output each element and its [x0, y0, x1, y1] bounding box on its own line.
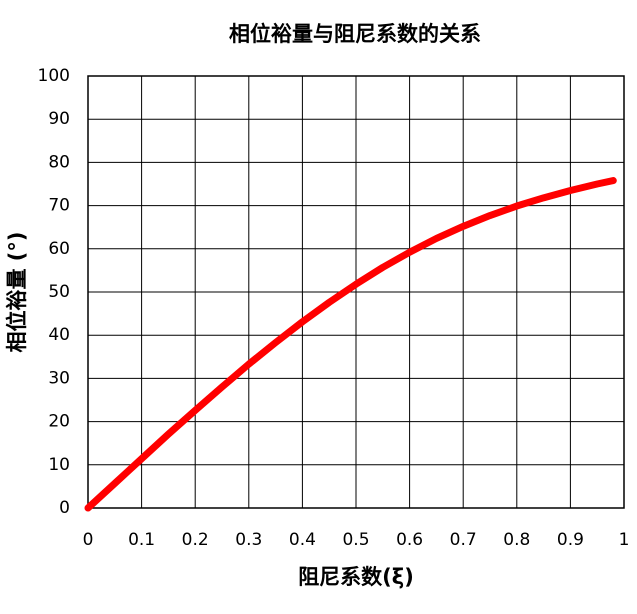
y-tick-label: 60 [48, 239, 70, 259]
x-tick-label: 0.5 [342, 530, 369, 550]
x-tick-label: 0.4 [289, 530, 316, 550]
y-tick-label: 50 [48, 282, 70, 302]
x-tick-label: 0 [83, 530, 94, 550]
y-tick-label: 0 [59, 498, 70, 518]
x-tick-label: 0.2 [182, 530, 209, 550]
y-tick-label: 10 [48, 455, 70, 475]
x-tick-label: 0.7 [450, 530, 477, 550]
data-line [84, 177, 617, 512]
x-tick-label: 0.3 [235, 530, 262, 550]
y-tick-label: 20 [48, 412, 70, 432]
y-tick-label: 70 [48, 196, 70, 216]
y-axis-label: 相位裕量 (°) [5, 231, 29, 352]
y-tick-label: 80 [48, 152, 70, 172]
x-tick-label: 0.8 [503, 530, 530, 550]
x-tick-label: 0.9 [557, 530, 584, 550]
y-tick-label: 90 [48, 109, 70, 129]
x-tick-label: 0.6 [396, 530, 423, 550]
y-tick-label: 30 [48, 368, 70, 388]
x-axis-label: 阻尼系数(ξ) [298, 565, 414, 589]
y-tick-label: 40 [48, 325, 70, 345]
x-tick-label: 0.1 [128, 530, 155, 550]
x-tick-label: 1 [619, 530, 630, 550]
y-tick-label: 100 [38, 66, 70, 86]
chart-title: 相位裕量与阻尼系数的关系 [229, 22, 481, 46]
